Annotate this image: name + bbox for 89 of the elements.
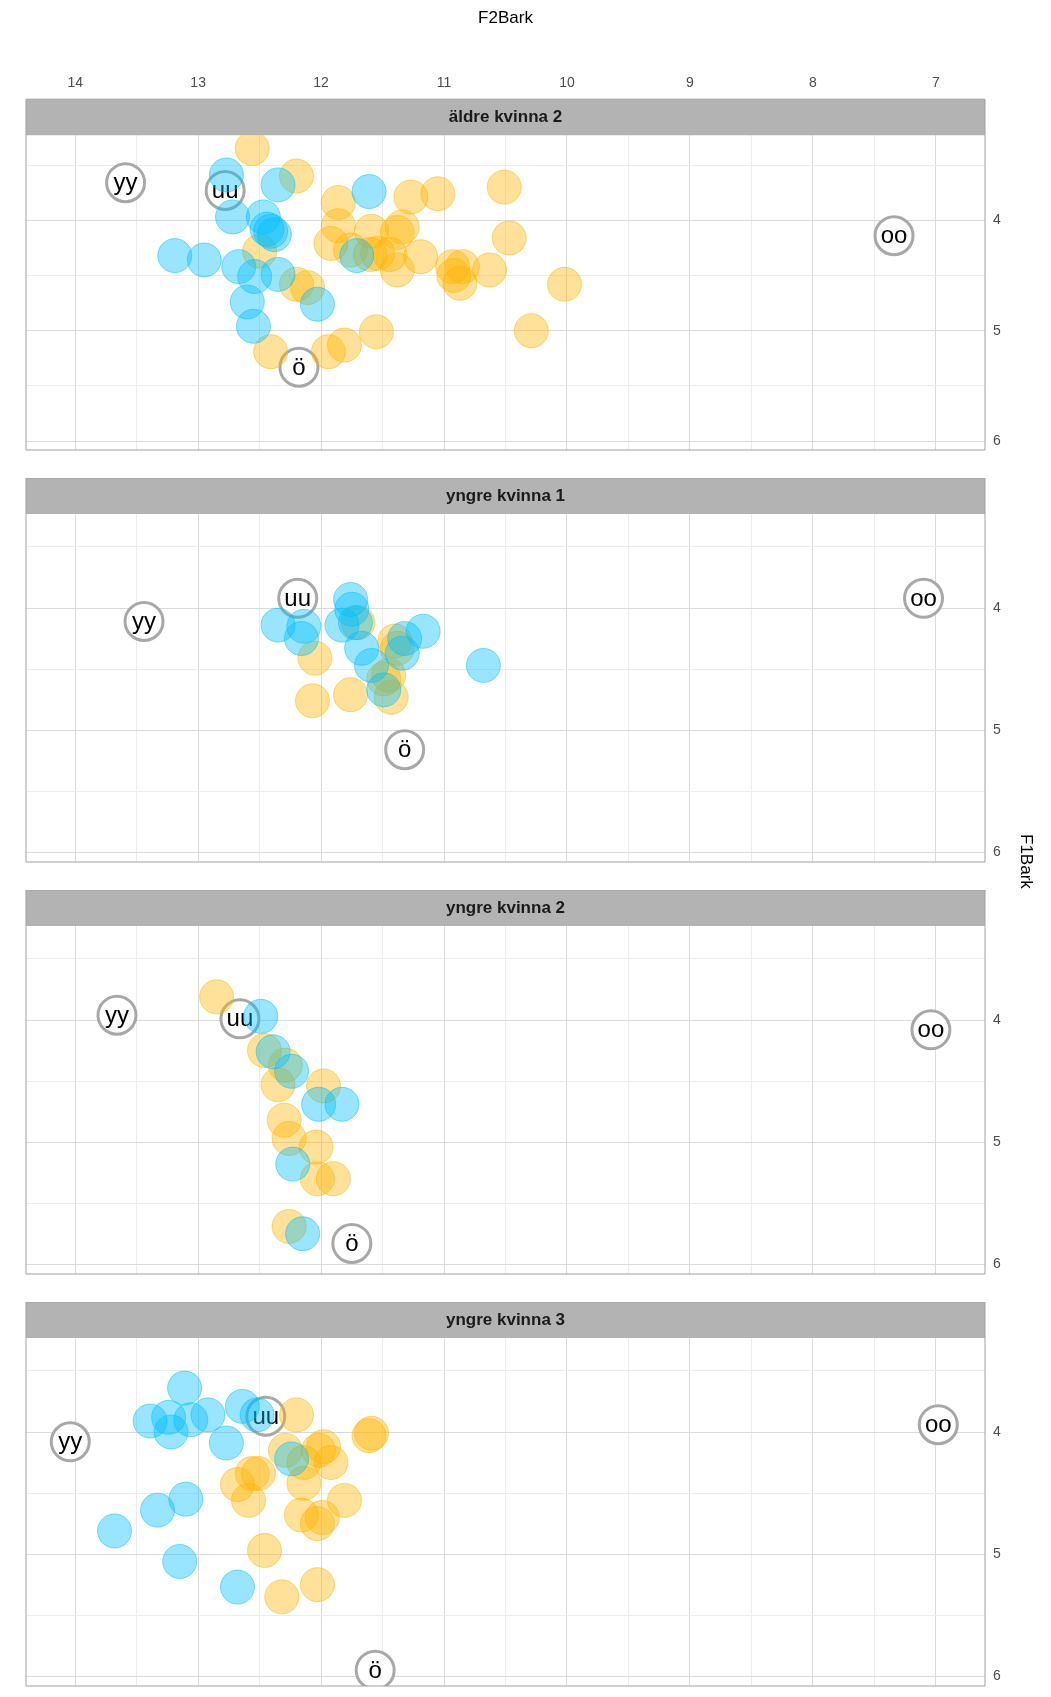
point [324,1086,360,1122]
point [168,1481,204,1517]
annotation: oo [910,583,937,611]
y-axis-title: F1Bark [1016,833,1036,889]
x-tick-label: 9 [686,73,695,90]
y-tick-label: 6 [993,843,1001,860]
point [235,308,271,344]
point [253,334,289,370]
x-tick-label: 7 [931,73,940,90]
point [326,327,362,363]
y-tick-label: 5 [993,321,1001,338]
point [215,199,251,235]
point [208,1425,244,1461]
point [513,313,549,349]
point [299,1506,335,1542]
y-tick-label: 4 [993,1010,1001,1027]
y-tick-label: 4 [993,1422,1001,1439]
point [157,238,193,274]
point [173,1402,209,1438]
point [274,1441,310,1477]
y-tick-label: 6 [993,1667,1001,1684]
point [472,252,508,288]
chart-title: yngre kvinna 1 [445,485,566,505]
point [547,266,583,302]
annotation: ö [368,1655,382,1683]
annotation: yy [113,168,138,196]
y-tick-label: 4 [993,211,1001,228]
annotation: yy [132,607,157,635]
point [97,1513,133,1549]
annotation: yy [104,1000,129,1028]
point [358,314,394,350]
annotation: yy [58,1427,83,1455]
point [379,252,415,288]
point [420,176,456,212]
y-tick-label: 5 [993,1132,1001,1149]
chart-title: äldre kvinna 2 [448,106,563,126]
point [491,220,527,256]
x-tick-label: 13 [190,73,207,90]
x-axis-title: F2Bark [478,7,534,27]
point [315,1161,351,1197]
point [247,1532,283,1568]
annotation: uu [211,176,239,204]
annotation: oo [924,1410,952,1438]
annotation: uu [284,583,312,611]
annotation: uu [226,1004,254,1032]
point [283,621,319,657]
point [326,1482,362,1518]
point [351,174,387,210]
point [274,1053,310,1089]
point [275,1146,311,1182]
y-tick-label: 6 [993,1255,1001,1272]
point [299,286,335,322]
point [278,1397,314,1433]
annotation: ö [398,735,412,763]
y-tick-label: 5 [993,1544,1001,1561]
point [285,1216,321,1252]
point [264,1579,300,1615]
y-tick-label: 6 [993,432,1001,449]
x-tick-label: 14 [67,73,84,90]
point [162,1543,198,1579]
y-tick-label: 5 [993,720,1001,737]
point [231,1482,267,1518]
point [199,979,235,1015]
point [405,613,441,649]
point [333,677,369,713]
point [339,238,375,274]
annotation: ö [292,352,306,380]
point [299,1567,335,1603]
x-tick-label: 11 [436,73,452,90]
point [294,683,330,719]
x-tick-label: 10 [559,73,575,90]
chart-title: yngre kvinna 3 [445,1309,566,1329]
point [465,647,501,683]
point [366,672,402,708]
point [260,167,296,203]
point [442,265,478,301]
point [260,256,296,292]
point [186,242,222,278]
x-tick-label: 8 [808,73,817,90]
point [167,1370,203,1406]
annotation: oo [917,1015,945,1043]
x-tick-label: 12 [313,73,330,90]
annotation: ö [345,1229,359,1257]
point [140,1492,176,1528]
point [486,169,522,205]
y-tick-label: 4 [993,598,1001,615]
annotation: oo [880,221,908,249]
point [219,1569,255,1605]
chart-title: yngre kvinna 2 [445,897,566,917]
